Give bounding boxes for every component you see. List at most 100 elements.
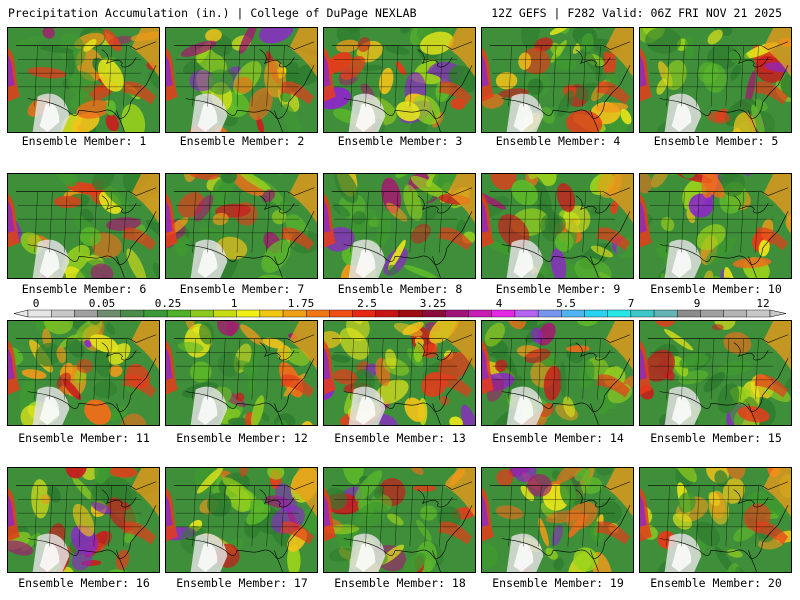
colorbar-swatch [607, 309, 632, 318]
ensemble-member-map [481, 467, 634, 573]
ensemble-member-map [7, 27, 160, 133]
state-boundaries [647, 481, 789, 572]
ensemble-member-map [7, 173, 160, 279]
colorbar-tick-label: 4 [495, 297, 503, 310]
colorbar-tick-label: 12 [756, 297, 770, 310]
product-title: Precipitation Accumulation (in.) | Colle… [8, 6, 417, 20]
colorbar-swatch [27, 309, 52, 318]
ensemble-member-label: Ensemble Member: 1 [21, 134, 147, 148]
colorbar-swatch [97, 309, 121, 318]
colorbar-tick-label: 7 [627, 297, 635, 310]
ensemble-member-label: Ensemble Member: 13 [334, 431, 466, 445]
state-boundaries [647, 41, 789, 132]
model-valid-time: 12Z GEFS | F282 Valid: 06Z FRI NOV 21 20… [491, 6, 782, 20]
colorbar-swatch [630, 309, 655, 318]
ensemble-member-label: Ensemble Member: 17 [176, 576, 308, 590]
colorbar-swatch [259, 309, 284, 318]
colorbar-swatch [143, 309, 168, 318]
colorbar-swatch [306, 309, 330, 318]
colorbar-tick-label: 5.5 [556, 297, 576, 310]
precip-field [166, 28, 317, 132]
ensemble-member-label: Ensemble Member: 3 [337, 134, 463, 148]
colorbar-swatch [723, 309, 748, 318]
precip-field [8, 321, 159, 425]
state-boundaries [489, 41, 631, 132]
ensemble-member-label: Ensemble Member: 11 [18, 431, 150, 445]
state-boundaries [489, 187, 631, 278]
precip-field [8, 28, 159, 132]
colorbar-swatch [236, 309, 261, 318]
ensemble-member-map [481, 173, 634, 279]
precip-field [640, 174, 791, 278]
ensemble-member-map [481, 27, 634, 133]
state-boundaries [489, 481, 631, 572]
colorbar-swatch [561, 309, 585, 318]
colorbar-swatch [491, 309, 516, 318]
colorbar-swatch [653, 309, 678, 318]
precip-field [482, 468, 633, 572]
precip-field [166, 468, 317, 572]
ensemble-member-label: Ensemble Member: 7 [179, 282, 305, 296]
state-boundaries [647, 334, 789, 425]
ensemble-member-map [323, 27, 476, 133]
state-boundaries [15, 41, 157, 132]
precip-field [166, 321, 317, 425]
colorbar-tick-label: 0.25 [154, 297, 182, 310]
precipitation-colorbar [13, 309, 787, 318]
colorbar-tick-label: 2.5 [357, 297, 377, 310]
precip-field [324, 174, 475, 278]
ensemble-member-map [323, 173, 476, 279]
state-boundaries [489, 334, 631, 425]
precip-field [324, 468, 475, 572]
state-boundaries [173, 481, 315, 572]
ensemble-member-label: Ensemble Member: 4 [495, 134, 621, 148]
precip-field [482, 28, 633, 132]
ensemble-member-label: Ensemble Member: 16 [18, 576, 150, 590]
ensemble-member-map [165, 27, 318, 133]
precip-field [8, 174, 159, 278]
ensemble-member-label: Ensemble Member: 18 [334, 576, 466, 590]
colorbar-swatch [50, 309, 75, 318]
colorbar-left-arrow [13, 309, 29, 318]
colorbar-swatch [514, 309, 539, 318]
colorbar-swatch [375, 309, 400, 318]
precip-field [640, 321, 791, 425]
ensemble-member-map [639, 173, 792, 279]
state-boundaries [15, 187, 157, 278]
ensemble-member-map [639, 27, 792, 133]
precip-field [640, 468, 791, 572]
colorbar-swatch [74, 309, 98, 318]
state-boundaries [173, 187, 315, 278]
ensemble-member-map [481, 320, 634, 426]
colorbar-swatch [584, 309, 608, 318]
precip-field [8, 468, 159, 572]
ensemble-member-map [639, 467, 792, 573]
ensemble-member-map [7, 467, 160, 573]
precip-field [482, 321, 633, 425]
colorbar-swatch [352, 309, 377, 318]
ensemble-member-label: Ensemble Member: 14 [492, 431, 624, 445]
ensemble-member-map [323, 467, 476, 573]
colorbar-swatch [120, 309, 145, 318]
colorbar-swatch [282, 309, 307, 318]
state-boundaries [647, 187, 789, 278]
colorbar-tick-label: 0.05 [88, 297, 116, 310]
colorbar-swatch [445, 309, 469, 318]
colorbar-swatch [746, 309, 771, 318]
ensemble-member-map [323, 320, 476, 426]
colorbar-swatch [213, 309, 237, 318]
colorbar-swatch [700, 309, 724, 318]
ensemble-member-label: Ensemble Member: 12 [176, 431, 308, 445]
precip-field [640, 28, 791, 132]
colorbar-right-arrow [769, 309, 787, 318]
ensemble-member-label: Ensemble Member: 8 [337, 282, 463, 296]
precip-field [166, 174, 317, 278]
ensemble-member-label: Ensemble Member: 2 [179, 134, 305, 148]
colorbar-tick-label: 1.75 [287, 297, 315, 310]
ensemble-member-label: Ensemble Member: 15 [650, 431, 782, 445]
colorbar-tick-label: 3.25 [419, 297, 447, 310]
state-boundaries [173, 334, 315, 425]
ensemble-member-map [165, 173, 318, 279]
state-boundaries [331, 41, 473, 132]
colorbar-swatch [468, 309, 492, 318]
